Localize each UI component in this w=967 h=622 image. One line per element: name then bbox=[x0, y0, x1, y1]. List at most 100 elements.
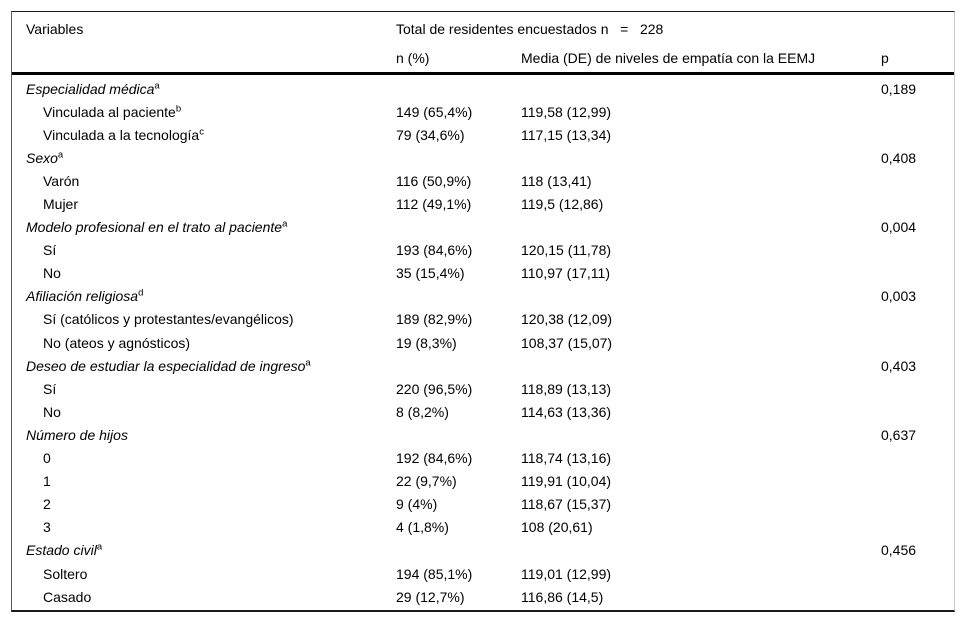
row-media-de-value: 118 (13,41) bbox=[521, 172, 592, 189]
table-row: Sexoa 0,408 bbox=[12, 146, 954, 169]
row-media-de-value: 119,58 (12,99) bbox=[521, 103, 612, 120]
row-variable-label: Número de hijos bbox=[26, 426, 128, 443]
header-col-p: p bbox=[881, 49, 889, 66]
table-row: Deseo de estudiar la especialidad de ing… bbox=[12, 354, 954, 377]
table-row: Número de hijos 0,637 bbox=[12, 423, 954, 446]
table-row: Sí (católicos y protestantes/evangélicos… bbox=[12, 308, 954, 331]
row-variable-label: Afiliación religiosa bbox=[26, 288, 139, 305]
row-media-de-value: 108,37 (15,07) bbox=[521, 334, 613, 351]
row-media-de-value: 118,74 (13,16) bbox=[521, 450, 612, 467]
table-row: Sí 220 (96,5%) 118,89 (13,13) bbox=[12, 377, 954, 400]
row-variable-cell: 0 bbox=[12, 450, 396, 466]
table-row: No 8 (8,2%) 114,63 (13,36) bbox=[12, 400, 954, 423]
row-footnote-superscript: d bbox=[138, 287, 144, 299]
row-n-percent-value: 79 (34,6%) bbox=[396, 126, 465, 143]
table-row: Varón 116 (50,9%) 118 (13,41) bbox=[12, 169, 954, 192]
header-col-n-pct: n (%) bbox=[396, 49, 430, 66]
table-row: Casado 29 (12,7%) 116,86 (14,5) bbox=[12, 585, 954, 608]
row-variable-label: 2 bbox=[43, 496, 51, 513]
row-media-de-value: 117,15 (13,34) bbox=[521, 126, 612, 143]
row-variable-label: Estado civil bbox=[26, 542, 97, 559]
header-col-media-de: Media (DE) de niveles de empatía con la … bbox=[521, 49, 816, 66]
row-n-percent-value: 112 (49,1%) bbox=[396, 196, 472, 213]
row-n-percent-value: 194 (85,1%) bbox=[396, 565, 473, 582]
row-variable-cell: Afiliación religiosad bbox=[12, 288, 396, 304]
row-footnote-superscript: a bbox=[57, 149, 64, 161]
row-variable-label: No bbox=[43, 403, 61, 420]
row-p-value: 0,456 bbox=[881, 542, 917, 559]
row-n-percent-value: 19 (8,3%) bbox=[396, 334, 457, 351]
row-variable-cell: No (ateos y agnósticos) bbox=[12, 335, 396, 351]
row-variable-cell: Sí bbox=[12, 242, 396, 258]
row-p-value: 0,003 bbox=[881, 288, 917, 305]
row-footnote-superscript: b bbox=[175, 102, 182, 114]
table-row: Estado civila 0,456 bbox=[12, 539, 954, 562]
row-n-percent-value: 35 (15,4%) bbox=[396, 265, 465, 282]
row-variable-cell: No bbox=[12, 265, 396, 281]
table-row: 0 192 (84,6%) 118,74 (13,16) bbox=[12, 447, 954, 470]
table-row: Mujer 112 (49,1%) 119,5 (12,86) bbox=[12, 192, 954, 215]
table-row: 1 22 (9,7%) 119,91 (10,04) bbox=[12, 470, 954, 493]
row-n-percent-value: 22 (9,7%) bbox=[396, 473, 457, 490]
table-row: 2 9 (4%) 118,67 (15,37) bbox=[12, 493, 954, 516]
row-variable-cell: Varón bbox=[12, 173, 396, 189]
table-row: Modelo profesional en el trato al pacien… bbox=[12, 216, 954, 239]
row-variable-label: Mujer bbox=[43, 196, 79, 213]
row-media-de-value: 108 (20,61) bbox=[521, 519, 593, 536]
row-variable-label: Vinculada al paciente bbox=[43, 103, 176, 120]
row-variable-label: Soltero bbox=[43, 565, 88, 582]
row-variable-label: Deseo de estudiar la especialidad de ing… bbox=[26, 357, 306, 374]
row-n-percent-value: 193 (84,6%) bbox=[396, 242, 473, 259]
row-n-percent-value: 192 (84,6%) bbox=[396, 450, 473, 467]
row-media-de-value: 114,63 (13,36) bbox=[521, 403, 612, 420]
table-row: Soltero 194 (85,1%) 119,01 (12,99) bbox=[12, 562, 954, 585]
row-variable-label: Vinculada a la tecnología bbox=[43, 126, 200, 143]
row-variable-cell: Deseo de estudiar la especialidad de ing… bbox=[12, 358, 396, 374]
row-variable-cell: 2 bbox=[12, 496, 396, 512]
row-variable-label: Casado bbox=[43, 588, 92, 605]
row-variable-cell: Sexoa bbox=[12, 150, 396, 166]
header-row-2: n (%) Media (DE) de niveles de empatía c… bbox=[12, 43, 954, 72]
row-n-percent-value: 9 (4%) bbox=[396, 496, 438, 513]
row-variable-label: Sí bbox=[43, 380, 57, 397]
row-media-de-value: 118,89 (13,13) bbox=[521, 380, 612, 397]
table-row: Especialidad médicaa 0,189 bbox=[12, 77, 954, 100]
row-p-value: 0,189 bbox=[881, 80, 917, 97]
row-media-de-value: 110,97 (17,11) bbox=[521, 265, 610, 282]
row-variable-cell: 1 bbox=[12, 473, 396, 489]
row-variable-cell: Estado civila bbox=[12, 542, 396, 558]
row-footnote-superscript: a bbox=[154, 79, 160, 91]
row-n-percent-value: 8 (8,2%) bbox=[396, 403, 449, 420]
row-n-percent-value: 29 (12,7%) bbox=[396, 588, 465, 605]
row-n-percent-value: 149 (65,4%) bbox=[396, 103, 473, 120]
row-variable-label: 1 bbox=[43, 473, 51, 490]
row-variable-label: Varón bbox=[43, 172, 80, 189]
row-variable-cell: Especialidad médicaa bbox=[12, 81, 396, 97]
table-body: Especialidad médicaa 0,189 Vinculada al … bbox=[12, 75, 954, 610]
row-variable-cell: Casado bbox=[12, 589, 396, 605]
row-variable-label: Sexo bbox=[26, 149, 58, 166]
row-variable-cell: Vinculada al pacienteb bbox=[12, 104, 396, 120]
row-variable-label: 3 bbox=[43, 519, 51, 536]
row-variable-label: No (ateos y agnósticos) bbox=[43, 334, 191, 351]
row-variable-label: No bbox=[43, 265, 61, 282]
row-p-value: 0,004 bbox=[881, 219, 917, 236]
table-row: Vinculada a la tecnologíac 79 (34,6%) 11… bbox=[12, 123, 954, 146]
statistics-table: Variables Total de residentes encuestado… bbox=[11, 11, 955, 613]
row-variable-cell: Modelo profesional en el trato al pacien… bbox=[12, 219, 396, 235]
row-variable-cell: Soltero bbox=[12, 566, 396, 582]
row-media-de-value: 120,38 (12,09) bbox=[521, 311, 613, 328]
row-media-de-value: 119,91 (10,04) bbox=[521, 473, 612, 490]
row-variable-label: Especialidad médica bbox=[26, 80, 155, 97]
table-row: 3 4 (1,8%) 108 (20,61) bbox=[12, 516, 954, 539]
table-row: No 35 (15,4%) 110,97 (17,11) bbox=[12, 262, 954, 285]
row-n-percent-value: 4 (1,8%) bbox=[396, 519, 449, 536]
row-media-de-value: 118,67 (15,37) bbox=[521, 496, 612, 513]
row-variable-cell: 3 bbox=[12, 519, 396, 535]
row-variable-cell: Vinculada a la tecnologíac bbox=[12, 127, 396, 143]
row-p-value: 0,637 bbox=[881, 426, 917, 443]
table-header: Variables Total de residentes encuestado… bbox=[12, 12, 954, 75]
table-row: Vinculada al pacienteb 149 (65,4%) 119,5… bbox=[12, 100, 954, 123]
row-footnote-superscript: a bbox=[305, 357, 311, 369]
row-n-percent-value: 220 (96,5%) bbox=[396, 380, 473, 397]
